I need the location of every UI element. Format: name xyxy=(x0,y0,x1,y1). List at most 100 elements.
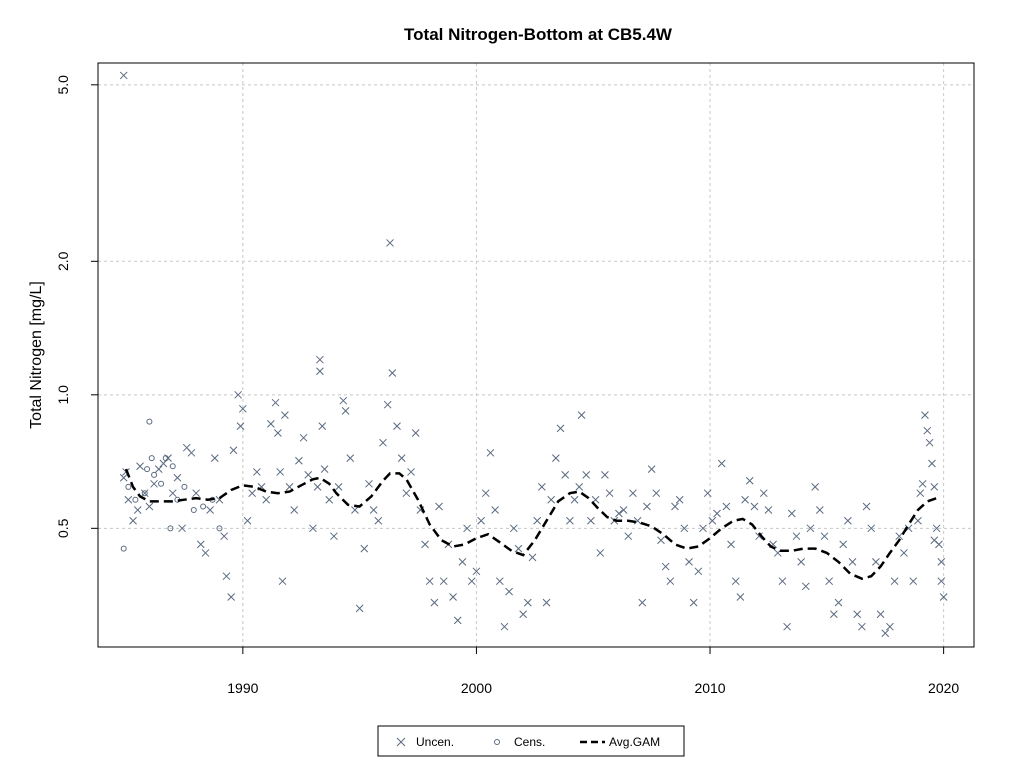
uncensored-point xyxy=(577,411,586,419)
uncensored-point xyxy=(759,489,768,498)
censored-point xyxy=(167,525,174,532)
x-axis: 1990 2000 2010 2020 xyxy=(227,646,959,696)
uncensored-point xyxy=(787,509,796,518)
censored-point xyxy=(162,455,169,462)
y-tick-label: 2.0 xyxy=(55,251,71,271)
uncensored-point xyxy=(274,429,282,437)
uncensored-point xyxy=(477,516,485,525)
censored-point xyxy=(158,480,165,487)
uncensored-point xyxy=(481,489,490,498)
uncensored-point xyxy=(671,502,679,511)
uncensored-point xyxy=(234,390,243,399)
uncensored-point xyxy=(453,616,462,625)
uncensored-point xyxy=(582,470,591,479)
x-tick-label: 2000 xyxy=(461,680,492,696)
uncensored-point xyxy=(236,422,245,430)
uncensored-point xyxy=(570,495,579,504)
censored-point xyxy=(146,418,153,425)
uncensored-point xyxy=(150,479,158,488)
uncensored-point xyxy=(299,433,308,442)
uncensored-point xyxy=(281,411,289,419)
uncensored-point xyxy=(717,459,726,468)
uncensored-point xyxy=(547,495,556,504)
uncensored-point xyxy=(596,549,605,557)
uncensored-point xyxy=(918,479,927,488)
uncensored-point xyxy=(587,516,595,525)
uncensored-point xyxy=(379,438,387,447)
uncensored-point xyxy=(271,398,280,407)
uncensored-point xyxy=(844,516,852,525)
uncensored-point xyxy=(220,532,228,541)
uncensored-point xyxy=(411,429,420,437)
uncensored-point xyxy=(397,454,406,462)
uncensored-point xyxy=(276,468,285,476)
chart-title: Total Nitrogen-Bottom at CB5.4W xyxy=(404,25,673,44)
y-axis: 0.5 1.0 2.0 5.0 xyxy=(55,75,99,538)
uncensored-point xyxy=(561,470,570,479)
uncensored-point xyxy=(528,553,537,562)
uncensored-point xyxy=(339,396,348,405)
uncensored-point xyxy=(238,404,247,413)
uncensored-point xyxy=(243,516,252,525)
uncensored-point xyxy=(921,411,929,419)
uncensored-point xyxy=(741,495,749,504)
y-tick-label: 5.0 xyxy=(55,75,71,95)
uncensored-point xyxy=(178,524,186,533)
uncensored-point xyxy=(932,524,941,533)
uncensored-point xyxy=(736,593,745,601)
uncensored-point xyxy=(806,524,815,533)
uncensored-point xyxy=(834,598,843,607)
uncensored-point xyxy=(210,454,219,462)
uncensored-point xyxy=(699,524,707,533)
uncensored-point xyxy=(657,536,665,545)
uncensored-point xyxy=(797,558,805,566)
uncensored-point xyxy=(369,506,378,514)
uncensored-point xyxy=(346,454,355,462)
uncensored-point xyxy=(566,516,574,525)
uncensored-point xyxy=(848,558,857,566)
uncensored-point xyxy=(351,506,359,514)
uncensored-point xyxy=(839,540,848,549)
uncensored-point xyxy=(355,604,364,613)
uncensored-point xyxy=(449,593,457,601)
uncensored-point xyxy=(145,502,154,511)
uncensored-point xyxy=(325,495,334,504)
uncensored-point xyxy=(407,468,415,476)
uncensored-point xyxy=(939,593,948,601)
uncensored-point xyxy=(694,567,703,576)
uncensored-point xyxy=(383,400,392,409)
uncensored-point xyxy=(192,489,200,498)
uncensored-point xyxy=(133,506,142,514)
uncensored-point xyxy=(764,506,773,514)
uncensored-point xyxy=(872,558,880,566)
uncensored-point xyxy=(703,489,712,498)
uncensored-point xyxy=(119,473,128,482)
x-tick-label: 1990 xyxy=(227,680,258,696)
uncensored-point xyxy=(930,483,939,491)
uncensored-point xyxy=(290,506,299,514)
legend-label-uncen: Uncen. xyxy=(416,735,454,749)
censored-point xyxy=(132,496,139,503)
uncensored-point xyxy=(458,558,467,566)
data-points xyxy=(119,71,948,638)
uncensored-point xyxy=(937,558,946,566)
uncensored-point xyxy=(829,610,838,619)
uncensored-point xyxy=(295,456,303,465)
uncensored-point xyxy=(708,516,717,525)
uncensored-point xyxy=(792,532,801,541)
uncensored-point xyxy=(519,610,528,619)
legend-box xyxy=(377,725,685,757)
uncensored-point xyxy=(388,369,397,377)
uncensored-point xyxy=(916,489,925,498)
uncensored-point xyxy=(486,448,495,457)
plot-frame xyxy=(97,62,975,648)
uncensored-point xyxy=(537,483,546,491)
uncensored-point xyxy=(750,502,759,511)
uncensored-point xyxy=(386,239,394,247)
uncensored-point xyxy=(509,524,518,533)
uncensored-point xyxy=(876,610,885,619)
uncensored-point xyxy=(900,549,908,557)
censored-point xyxy=(141,490,148,497)
uncensored-point xyxy=(619,506,628,514)
